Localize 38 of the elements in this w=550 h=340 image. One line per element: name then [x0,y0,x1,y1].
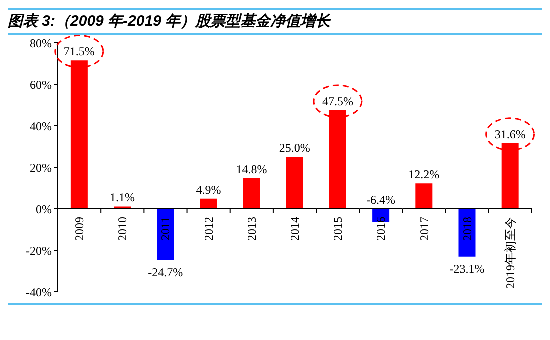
x-tick-label: 2015 [331,217,346,241]
bar [200,198,218,209]
y-tick-label: -20% [26,244,52,258]
data-label: 25.0% [279,141,310,156]
data-label: -24.7% [148,265,184,280]
data-label: 47.5% [322,94,354,108]
bar [329,110,346,209]
bar [243,178,260,209]
bar [286,157,304,209]
bar [502,143,519,209]
x-tick-label: 2012 [202,217,216,241]
x-tick-label: 2010 [116,217,130,241]
data-label: 31.6% [494,127,526,142]
bar [70,60,88,209]
y-tick-label: 40% [30,119,52,134]
x-tick-label: 2011 [158,217,173,241]
x-tick-label: 2009 [72,217,87,241]
x-tick-label: 2019年初至今 [503,217,518,289]
x-tick-label: 2017 [417,217,432,241]
y-tick-label: -40% [26,285,52,300]
x-tick-label: 2013 [244,217,259,241]
data-label: 4.9% [196,182,222,197]
bar [157,209,174,260]
data-label: 14.8% [236,162,268,176]
data-label: -6.4% [366,193,396,207]
data-label: 12.2% [408,168,440,182]
y-tick-label: 80% [30,36,52,50]
y-tick-label: 20% [30,160,52,175]
x-tick-label: 2016 [374,217,388,241]
y-tick-label: 60% [30,78,52,92]
y-tick-label: 0% [36,202,52,216]
x-tick-label: 2018 [460,217,474,241]
bar [416,184,433,209]
data-label: -23.1% [450,262,485,276]
data-label: 71.5% [64,44,95,59]
data-label: 1.1% [110,190,136,205]
chart-title: 图表 3:（2009 年-2019 年）股票型基金净值增长 [8,8,542,35]
x-tick-label: 2014 [288,217,302,241]
